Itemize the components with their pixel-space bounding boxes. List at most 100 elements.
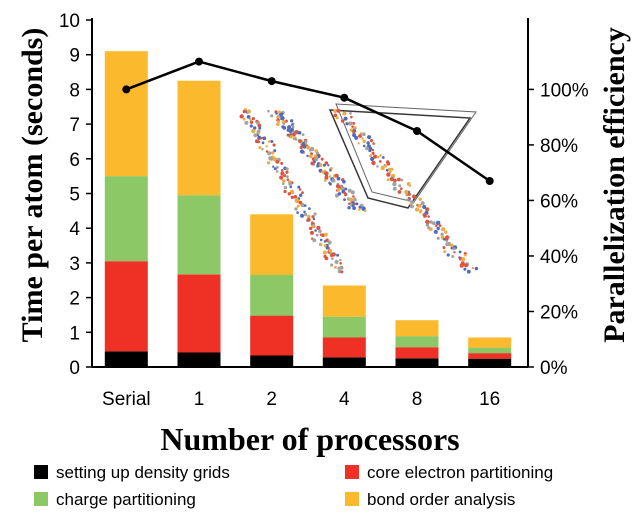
bar-segment-1-2 (250, 315, 294, 356)
atom-dot (458, 250, 462, 254)
right-tick-label: 60% (540, 191, 578, 212)
atom-dot (271, 151, 275, 155)
atom-dot (450, 246, 454, 250)
bar-stacks (104, 51, 512, 367)
left-tick-label: 10 (59, 11, 80, 32)
atom-dot (286, 133, 290, 137)
atom-dot (442, 246, 446, 250)
simulation-cell-box-back (335, 103, 477, 203)
atom-dot (324, 161, 329, 165)
right-tick-label: 100% (540, 80, 589, 101)
atom-dot (368, 148, 372, 153)
atom-dot (338, 186, 342, 189)
atom-dot (272, 165, 275, 168)
legend-label-2: charge partitioning (56, 490, 196, 509)
atom-dot (397, 177, 401, 182)
atom-dot (294, 130, 299, 135)
atom-dot (277, 120, 280, 124)
left-tick-label: 8 (69, 80, 80, 101)
atom-dot (363, 209, 367, 213)
legend-label-3: bond order analysis (367, 490, 515, 509)
atom-dot (404, 190, 409, 195)
atom-dot (322, 250, 327, 255)
atom-dot (358, 208, 361, 211)
atom-dot (432, 221, 436, 226)
right-tick-label: 80% (540, 136, 578, 157)
bar-segment-1-3 (322, 337, 366, 358)
secondary-y-axis-title: Parallelization efficiency (598, 27, 631, 343)
atom-dot (325, 246, 329, 250)
x-tick-label: Serial (102, 389, 151, 410)
atom-dot (347, 206, 351, 210)
atom-dot (387, 167, 391, 171)
atom-dot (311, 215, 315, 219)
atom-dot (286, 175, 289, 179)
atom-dot (253, 126, 257, 130)
atom-dot (299, 145, 303, 150)
atom-dot (316, 164, 320, 168)
atom-dot (334, 259, 339, 264)
atom-dot (257, 131, 261, 135)
atom-dot (414, 207, 420, 212)
atom-dot (265, 145, 268, 148)
atom-dot (289, 129, 293, 134)
legend: setting up density grids core electron pa… (34, 463, 553, 509)
atom-dot (333, 109, 337, 113)
atom-dot (303, 204, 307, 207)
atom-dot (424, 210, 429, 215)
right-y-ticks: 0% 20% 40% 60% 80% 100% (528, 80, 589, 379)
efficiency-line (122, 57, 494, 185)
atom-dot (336, 253, 340, 257)
bar-segment-3-3 (322, 285, 366, 317)
bar-segment-2-1 (177, 195, 221, 275)
atom-dot (301, 133, 305, 137)
atom-dot (373, 154, 378, 159)
efficiency-point-4 (413, 127, 421, 135)
legend-swatch-2 (34, 492, 48, 506)
bar-segment-2-4 (395, 336, 439, 348)
atom-dot (253, 133, 258, 138)
atom-dot (239, 114, 244, 119)
atom-dot (321, 233, 325, 237)
atom-dot (323, 244, 327, 248)
atom-dot (300, 213, 304, 218)
atom-dot (449, 243, 454, 248)
x-axis-title: Number of processors (160, 421, 459, 457)
atom-dot (318, 242, 323, 247)
atom-dot (436, 220, 441, 225)
atom-dot (314, 229, 317, 232)
atom-dot (339, 258, 342, 262)
atom-dot (376, 165, 379, 168)
right-tick-label: 0% (540, 358, 568, 379)
atom-dot (315, 233, 319, 237)
atom-dot (242, 117, 246, 121)
atom-dot (331, 178, 336, 183)
left-tick-label: 9 (69, 46, 80, 67)
atom-dot (333, 113, 338, 118)
atom-dot (322, 163, 326, 167)
x-tick-label: 16 (479, 389, 500, 410)
x-tick-label: 2 (266, 389, 277, 410)
atom-dot (244, 120, 249, 125)
atom-dot (463, 267, 467, 271)
atom-dot (287, 125, 292, 129)
atom-dot (261, 141, 265, 145)
atom-dot (327, 240, 332, 245)
atom-dot (289, 135, 293, 139)
atom-dot (436, 236, 440, 240)
bar-segment-2-2 (250, 275, 294, 316)
atom-dot (464, 263, 468, 268)
atom-dot (369, 139, 374, 143)
atom-dot (319, 238, 323, 242)
atom-dot (471, 266, 475, 270)
atom-dot (290, 195, 295, 199)
left-tick-label: 6 (69, 150, 80, 171)
atom-dot (349, 111, 352, 115)
atom-dot (343, 116, 348, 121)
atom-dot (370, 156, 375, 162)
atom-dot (291, 125, 295, 129)
atom-dot (314, 149, 319, 153)
atom-dot (276, 122, 280, 127)
atom-dot (249, 124, 253, 128)
simulation-cell-box (328, 109, 472, 209)
